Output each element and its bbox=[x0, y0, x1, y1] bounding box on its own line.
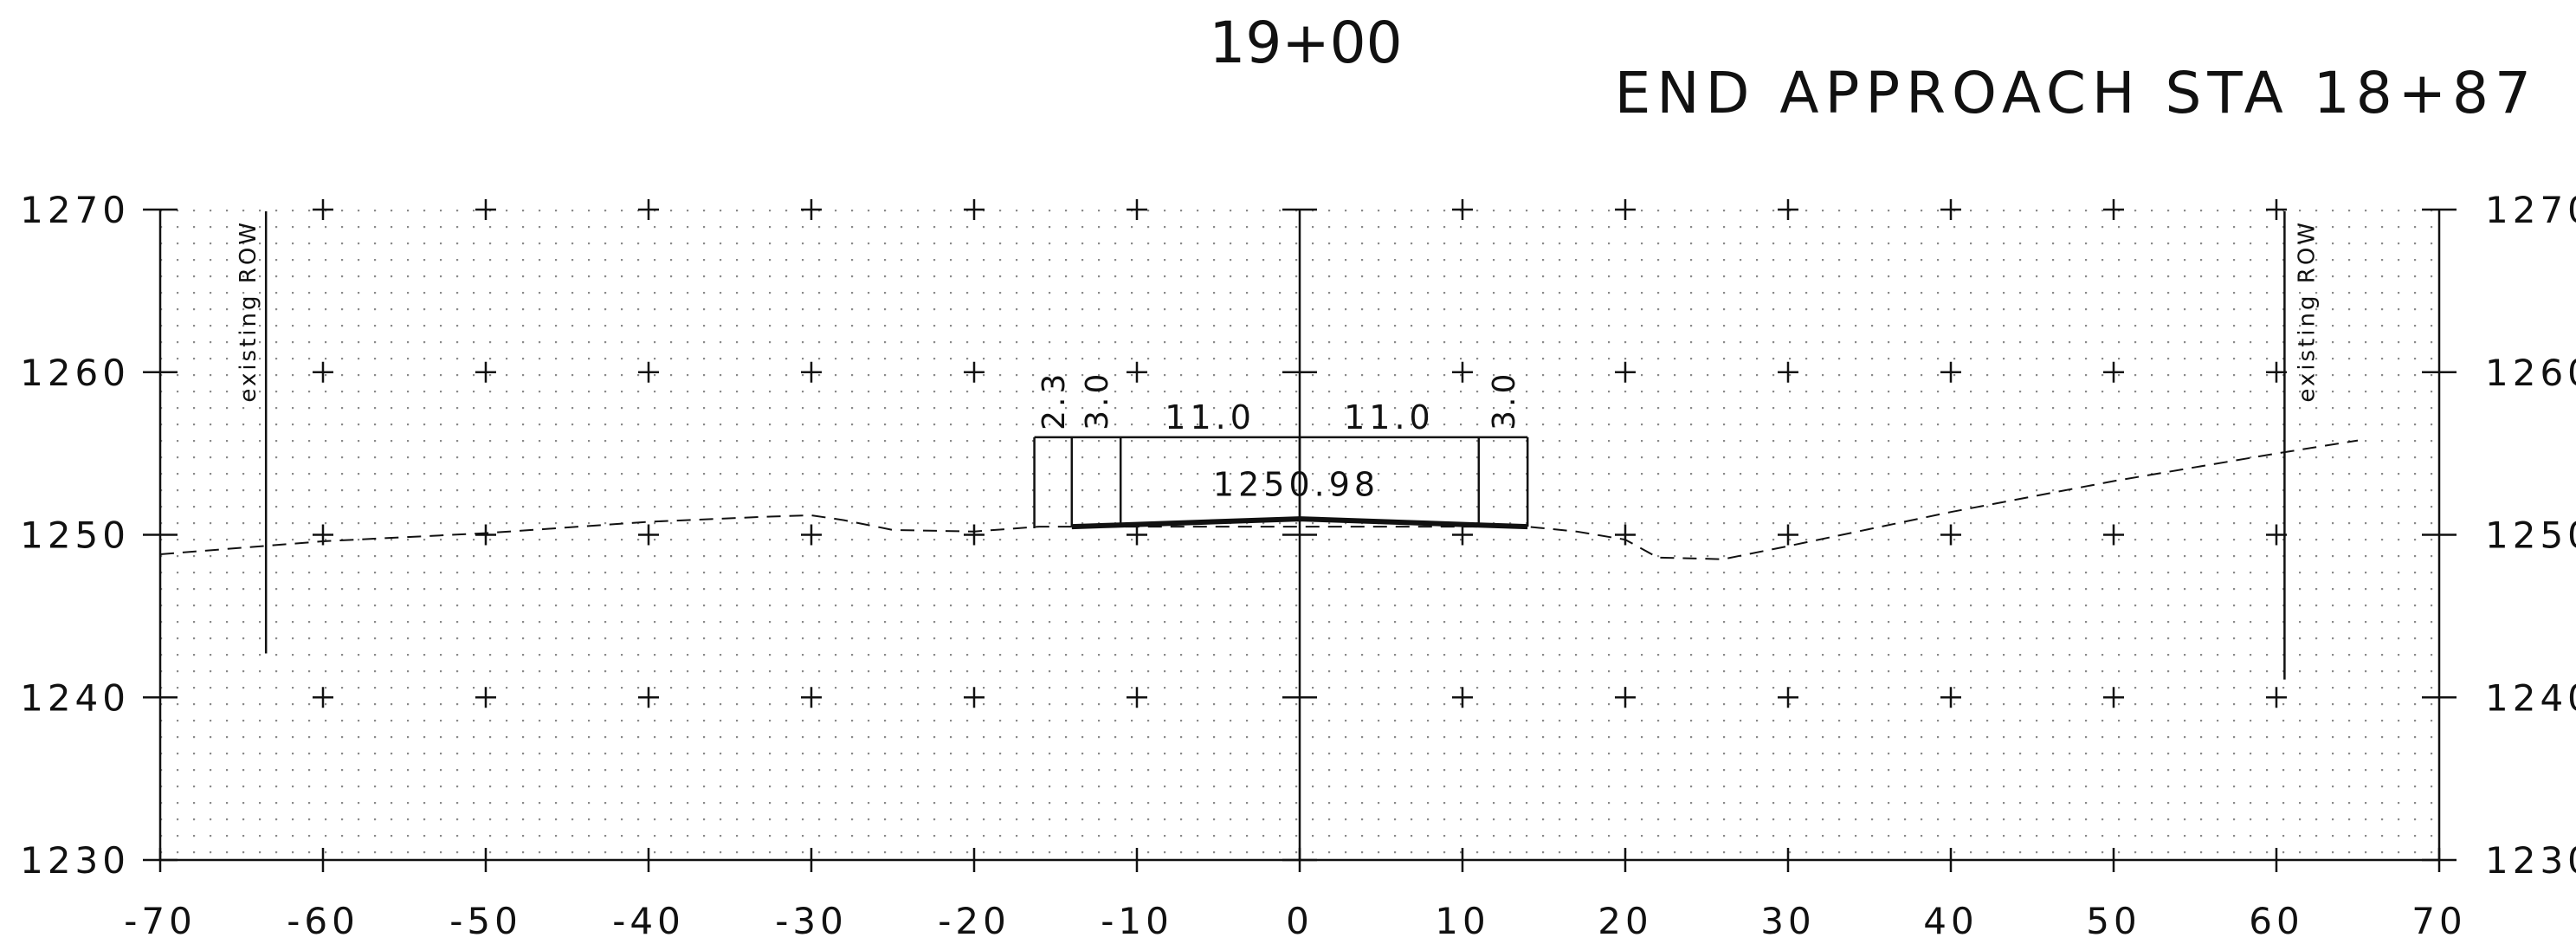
y-tick-label-right: 1240 bbox=[2485, 676, 2576, 719]
grid-cross bbox=[964, 524, 985, 546]
x-tick-label: 60 bbox=[2249, 900, 2303, 942]
approach-note: END APPROACH STA 18+87 bbox=[1615, 60, 2537, 126]
grid-cross bbox=[1940, 524, 1961, 546]
grid-cross bbox=[2266, 687, 2287, 708]
grid-cross bbox=[2103, 361, 2124, 383]
x-tick-label: 30 bbox=[1760, 900, 1815, 942]
grid-cross bbox=[964, 199, 985, 220]
grid-cross bbox=[801, 199, 822, 220]
grid-cross bbox=[1127, 199, 1147, 220]
dimension-label: 3.0 bbox=[1080, 371, 1115, 430]
grid-cross bbox=[1452, 687, 1473, 708]
grid-cross bbox=[801, 687, 822, 708]
plot-axes bbox=[143, 208, 2457, 872]
grid-cross bbox=[801, 524, 822, 546]
x-tick-label: 20 bbox=[1598, 900, 1652, 942]
grid-cross bbox=[1940, 199, 1961, 220]
grid-cross bbox=[2103, 199, 2124, 220]
x-tick-label: -30 bbox=[775, 900, 848, 942]
y-tick-label-left: 1240 bbox=[20, 676, 130, 719]
grid-cross bbox=[964, 687, 985, 708]
grid-cross bbox=[1778, 361, 1798, 383]
grid-cross bbox=[964, 361, 985, 383]
grid-cross bbox=[1452, 199, 1473, 220]
grid-cross bbox=[801, 361, 822, 383]
grid-cross bbox=[475, 524, 496, 546]
grid-cross bbox=[1615, 199, 1636, 220]
grid-cross bbox=[2103, 524, 2124, 546]
grid-cross bbox=[1778, 687, 1798, 708]
x-tick-label: 10 bbox=[1435, 900, 1489, 942]
x-tick-label: -70 bbox=[124, 900, 197, 942]
x-tick-label: -60 bbox=[287, 900, 359, 942]
dimension-label: 11.0 bbox=[1344, 398, 1435, 436]
grid-cross bbox=[1778, 199, 1798, 220]
grid-cross bbox=[638, 524, 659, 546]
grid-cross bbox=[1615, 687, 1636, 708]
x-tick-label: 70 bbox=[2411, 900, 2466, 942]
existing-ground-line bbox=[159, 439, 2359, 560]
x-tick-label: -20 bbox=[938, 900, 1010, 942]
tick-labels: -70 -60 -50 -40 -30 -20 -10 0 10 20 30 40 50 60 70 1270… bbox=[20, 189, 2576, 942]
grid-cross bbox=[313, 687, 333, 708]
row-label: existing ROW bbox=[2294, 220, 2320, 403]
grid-cross bbox=[1940, 361, 1961, 383]
grid-cross bbox=[638, 199, 659, 220]
grid-cross bbox=[2266, 361, 2287, 383]
grid-cross bbox=[638, 687, 659, 708]
y-tick-label-right: 1260 bbox=[2485, 352, 2576, 394]
y-tick-label-left: 1230 bbox=[20, 839, 130, 882]
grid-cross bbox=[2266, 524, 2287, 546]
x-tick-label: 0 bbox=[1286, 900, 1314, 942]
y-tick-label-left: 1250 bbox=[20, 514, 130, 557]
grid-cross bbox=[2266, 199, 2287, 220]
x-tick-label: -40 bbox=[612, 900, 685, 942]
x-tick-label: 40 bbox=[1923, 900, 1978, 942]
grid-cross bbox=[2103, 687, 2124, 708]
dimension-label: 3.0 bbox=[1487, 371, 1522, 430]
station-title: 19+00 bbox=[1209, 10, 1402, 76]
grid-cross bbox=[1778, 524, 1798, 546]
grid-cross bbox=[1615, 361, 1636, 383]
x-tick-label: 50 bbox=[2086, 900, 2140, 942]
y-tick-label-left: 1270 bbox=[20, 189, 130, 231]
grid-cross bbox=[1127, 524, 1147, 546]
dimension-label: 11.0 bbox=[1165, 398, 1256, 436]
x-tick-label: -10 bbox=[1101, 900, 1173, 942]
grid-cross bbox=[1127, 687, 1147, 708]
grid-cross bbox=[1940, 687, 1961, 708]
y-tick-label-right: 1270 bbox=[2485, 189, 2576, 231]
grid-cross bbox=[638, 361, 659, 383]
grid-cross bbox=[1452, 361, 1473, 383]
grid-cross bbox=[475, 361, 496, 383]
y-tick-label-left: 1260 bbox=[20, 352, 130, 394]
y-tick-label-right: 1250 bbox=[2485, 514, 2576, 557]
row-label: existing ROW bbox=[236, 220, 261, 403]
elevation-label: 1250.98 bbox=[1213, 465, 1379, 503]
x-tick-label: -50 bbox=[449, 900, 522, 942]
dimension-label: 2.3 bbox=[1036, 371, 1072, 430]
grid-cross bbox=[313, 199, 333, 220]
grid-cross bbox=[313, 361, 333, 383]
grid-cross bbox=[1452, 524, 1473, 546]
row-annotations: existing ROW existing ROW bbox=[236, 211, 2320, 680]
grid-cross bbox=[1127, 361, 1147, 383]
y-tick-label-right: 1230 bbox=[2485, 839, 2576, 882]
grid-cross bbox=[475, 199, 496, 220]
grid-cross bbox=[1615, 524, 1636, 546]
grid-cross bbox=[475, 687, 496, 708]
